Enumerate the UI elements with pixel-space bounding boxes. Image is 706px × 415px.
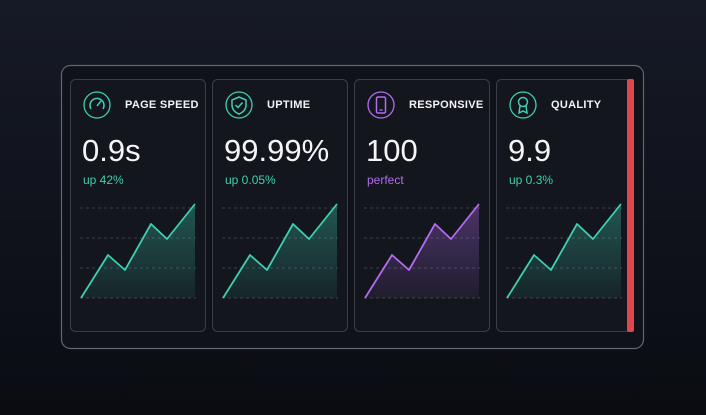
sparkline-area xyxy=(365,204,479,298)
card-change: up 42% xyxy=(83,173,124,187)
card-icon xyxy=(509,91,537,119)
icon-ring xyxy=(225,91,253,119)
card-icon xyxy=(367,91,395,119)
sparkline xyxy=(222,203,338,299)
card-change: up 0.3% xyxy=(509,173,553,187)
card-value: 9.9 xyxy=(508,133,551,168)
card-icon xyxy=(225,91,253,119)
icon-ring xyxy=(509,91,537,119)
card-title: QUALITY xyxy=(551,99,602,111)
sparkline xyxy=(364,203,480,299)
icon-shape xyxy=(96,100,102,107)
icon-shape xyxy=(518,105,528,115)
card: UPTIME 99.99% up 0.05% xyxy=(212,79,348,332)
scroll-indicator xyxy=(627,79,634,332)
card-value: 0.9s xyxy=(82,133,141,168)
card-list: PAGE SPEED 0.9s up 42% UPTIME 99.99% up 0.05%… xyxy=(70,79,632,332)
sparkline-area xyxy=(81,204,195,298)
icon-shape xyxy=(375,96,387,114)
card-change: perfect xyxy=(367,173,404,187)
sparkline-area xyxy=(223,204,337,298)
sparkline xyxy=(506,203,622,299)
card: PAGE SPEED 0.9s up 42% xyxy=(70,79,206,332)
icon-shape xyxy=(89,97,105,110)
card: RESPONSIVE 100 perfect xyxy=(354,79,490,332)
icon-ring xyxy=(367,91,395,119)
card-icon xyxy=(83,91,111,119)
icon-shape xyxy=(231,96,247,115)
icon-shape xyxy=(517,96,529,108)
card-value: 99.99% xyxy=(224,133,329,168)
card-title: RESPONSIVE xyxy=(409,99,484,111)
card: QUALITY 9.9 up 0.3% xyxy=(496,79,632,332)
sparkline-area xyxy=(507,204,621,298)
card-change: up 0.05% xyxy=(225,173,276,187)
sparkline xyxy=(80,203,196,299)
card-value: 100 xyxy=(366,133,418,168)
card-title: UPTIME xyxy=(267,99,310,111)
icon-shape xyxy=(234,101,244,109)
card-title: PAGE SPEED xyxy=(125,99,199,111)
icon-ring xyxy=(83,91,111,119)
